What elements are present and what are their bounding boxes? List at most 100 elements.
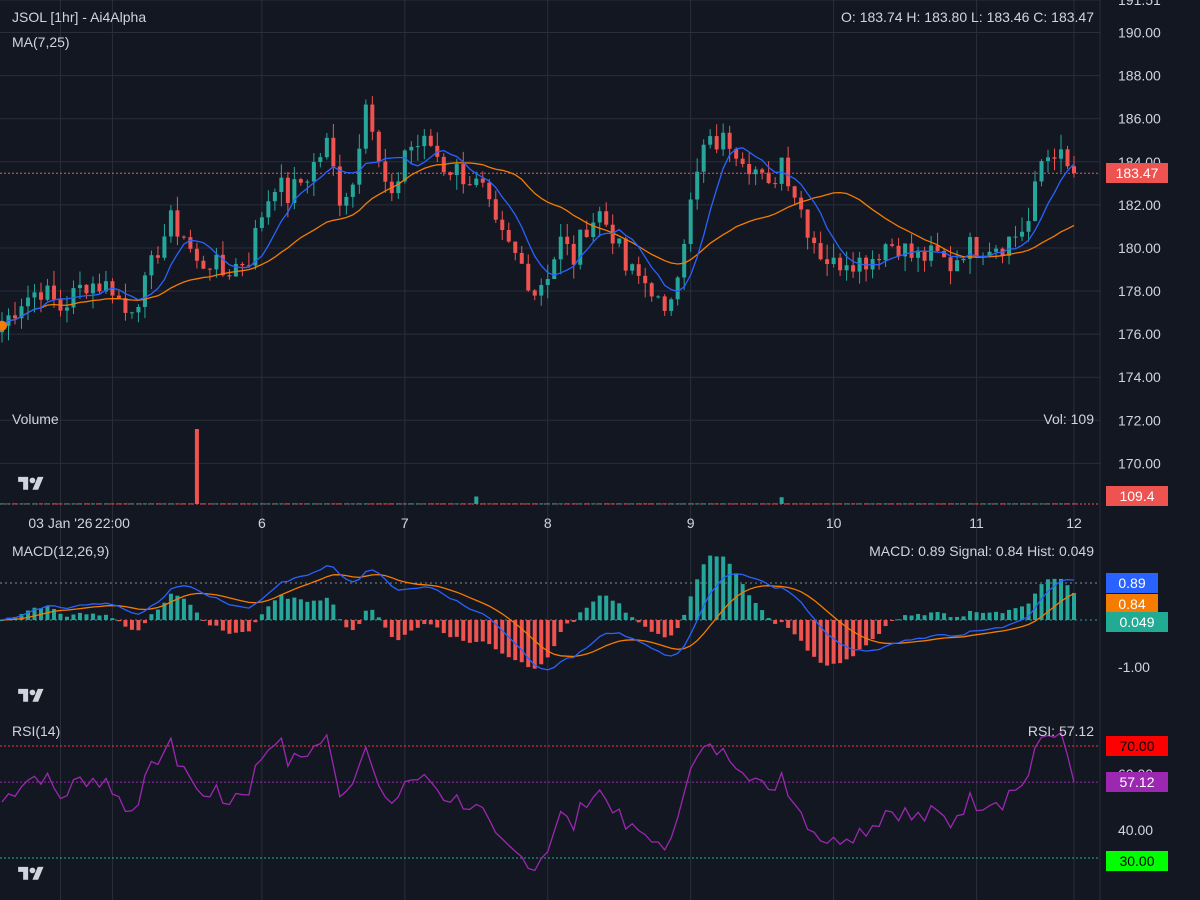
histogram-bar [610,600,615,620]
candle-body [38,292,43,300]
candle [545,264,550,299]
candle [597,206,602,237]
volume-bar [682,503,687,505]
candle [123,283,128,321]
histogram-bar [435,620,440,628]
histogram-bar [253,620,258,623]
rsi-pane[interactable] [0,731,1100,872]
volume-bar [974,503,979,505]
candle-body [1039,161,1044,182]
histogram-bar [188,604,193,620]
candle-body [51,285,56,300]
candle-body [1046,157,1051,162]
volume-bar [467,503,472,505]
volume-bar [487,503,492,505]
histogram-bar [1065,585,1070,620]
histogram-bar [51,608,56,620]
volume-bar [0,503,4,505]
volume-bar [643,503,648,505]
volume-bar [903,503,908,505]
histogram-bar [175,595,180,620]
volume-bar [604,503,609,505]
histogram-bar [129,620,134,630]
volume-bar [305,503,310,505]
price-axis[interactable]: 191.51190.00188.00186.00184.00182.00180.… [1118,0,1161,838]
volume-bar [942,503,947,505]
candle [766,161,771,185]
candle [1007,236,1012,265]
volume-bar [948,503,953,505]
volume-bar [58,503,63,505]
candle [1065,145,1070,169]
volume-bar [968,503,973,505]
volume-bar [435,503,440,505]
histogram-bar [350,620,355,631]
volume-bar [461,503,466,505]
histogram-bar [792,620,797,635]
candle-body [552,259,557,280]
candle [643,267,648,298]
candle-body [181,236,186,238]
histogram-bar [545,620,550,658]
histogram-bar [357,620,362,624]
candle-body [955,260,960,272]
volume-bar [630,503,635,505]
candle-body [402,150,407,182]
candle [981,252,986,266]
candle [636,256,641,284]
histogram-bar [623,612,628,620]
volume-bar [1020,503,1025,505]
histogram-bar [838,620,843,664]
histogram-bar [12,616,17,620]
candle-body [25,297,30,307]
volume-bar [77,503,82,505]
candle-body [623,238,628,271]
candle-body [123,298,128,313]
macd-pane[interactable] [0,555,1100,671]
volume-bar [799,503,804,505]
histogram-bar [649,620,654,632]
histogram-bar [916,613,921,620]
volume-bar [350,503,355,505]
histogram-bar [604,595,609,620]
candle-body [942,250,947,258]
candle-body [890,244,895,246]
histogram-bar [818,620,823,663]
histogram-bar [948,617,953,620]
volume-bar [376,503,381,505]
candle [669,297,674,316]
candle [6,308,11,341]
volume-bar [545,503,550,505]
volume-bar [623,503,628,505]
candle-body [903,243,908,257]
candle [142,271,147,319]
volume-bar [877,503,882,505]
volume-bar [539,503,544,505]
volume-bar [194,429,199,504]
candle [701,139,706,183]
candle [721,123,726,156]
histogram-bar [402,620,407,635]
histogram-bar [220,620,225,631]
candle-body [188,237,193,249]
histogram-bar [630,617,635,620]
candle-body [831,257,836,264]
candle [19,298,24,329]
candle [428,129,433,148]
volume-bar [838,503,843,505]
time-tick-label: 10 [826,515,842,531]
time-axis[interactable]: 03 Jan '26 22:00 6 7 8 9 10 11 12 [28,515,1082,531]
volume-bar [792,503,797,505]
candle-body [805,209,810,238]
candle [623,236,628,276]
candle-body [279,177,284,193]
volume-bar [19,503,24,505]
candle [961,258,966,263]
volume-bar [357,503,362,505]
volume-bar [298,503,303,505]
histogram-bar [311,600,316,620]
candle-body [974,237,979,257]
price-pane[interactable] [0,96,1100,343]
candles [0,96,1076,343]
tradingview-logo-icon [18,476,44,490]
